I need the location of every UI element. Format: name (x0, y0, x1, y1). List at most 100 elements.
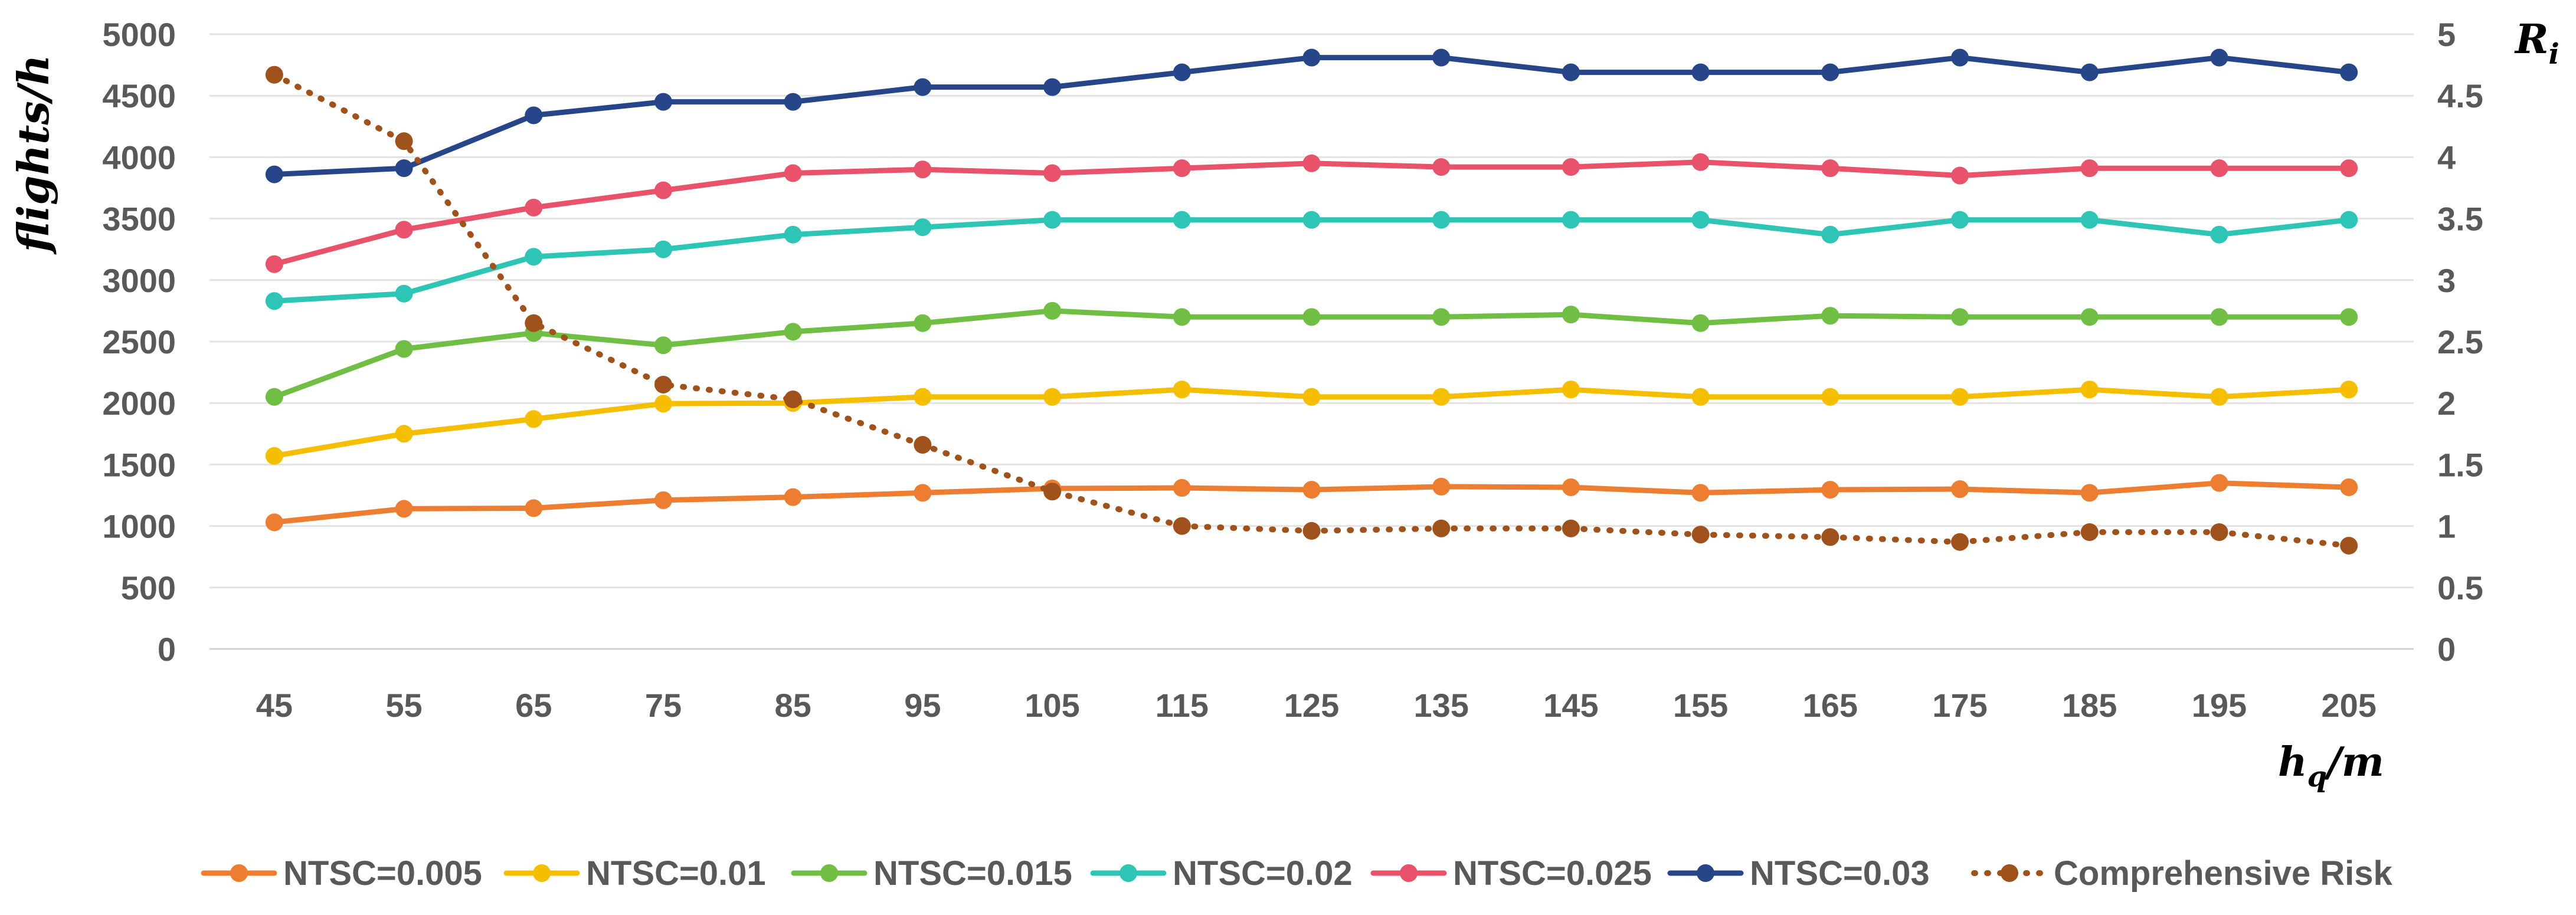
data-point (784, 93, 802, 111)
data-point (1951, 48, 1969, 67)
x-tick-label: 155 (1673, 687, 1728, 724)
y-tick-label: 3500 (102, 201, 176, 238)
y-tick-label: 500 (121, 569, 176, 606)
series-lines (265, 48, 2358, 555)
data-point (2340, 308, 2358, 326)
data-point (2210, 159, 2228, 178)
data-point (1562, 158, 1580, 176)
legend-swatch-marker (820, 864, 838, 882)
data-point (914, 484, 932, 502)
data-point (1951, 211, 1969, 229)
data-point (1691, 211, 1710, 229)
x-tick-label: 75 (645, 687, 682, 724)
data-point (784, 488, 802, 506)
data-point (1951, 388, 1969, 406)
legend-swatch-marker (1120, 864, 1137, 882)
y-tick-label: 5000 (102, 16, 176, 53)
legend-label: NTSC=0.005 (283, 854, 482, 893)
data-point (1951, 533, 1969, 551)
data-point (2340, 381, 2358, 399)
data-point (1173, 308, 1191, 326)
data-point (265, 255, 283, 273)
data-point (1691, 526, 1710, 544)
data-point (914, 436, 932, 454)
data-point (1043, 211, 1062, 229)
y2-axis-title: Ri (2514, 16, 2559, 71)
data-point (395, 159, 413, 178)
y2-tick-label: 4 (2437, 139, 2456, 176)
data-point (2080, 308, 2099, 326)
data-point (1562, 306, 1580, 324)
data-point (1173, 63, 1191, 81)
y-tick-label: 2500 (102, 323, 176, 360)
y-axis-title: flights/h (8, 55, 58, 255)
data-point (1302, 211, 1321, 229)
x-tick-label: 195 (2192, 687, 2247, 724)
legend-swatch-marker (2001, 864, 2018, 882)
data-point (1691, 314, 1710, 332)
data-point (1562, 381, 1580, 399)
data-point (2210, 48, 2228, 67)
data-point (2210, 225, 2228, 244)
data-point (2210, 308, 2228, 326)
x-tick-label: 65 (515, 687, 552, 724)
data-point (1043, 301, 1062, 320)
x-tick-label: 55 (385, 687, 422, 724)
data-point (1432, 519, 1451, 537)
x-tick-label: 45 (256, 687, 293, 724)
y2-tick-label: 3.5 (2437, 201, 2483, 238)
data-point (2340, 63, 2358, 81)
legend-label: NTSC=0.03 (1750, 854, 1930, 893)
data-point (2080, 484, 2099, 502)
data-point (1302, 388, 1321, 406)
data-point (2080, 159, 2099, 178)
data-point (1562, 211, 1580, 229)
data-point (1043, 483, 1062, 501)
legend: NTSC=0.005 NTSC=0.01 NTSC=0.015 NTSC=0.02 NT… (201, 854, 2393, 893)
data-point (1562, 478, 1580, 496)
legend-label: NTSC=0.02 (1173, 854, 1353, 893)
x-axis-title: hq/m (2278, 739, 2384, 793)
x-tick-label: 145 (1543, 687, 1598, 724)
y2-tick-label: 0 (2437, 631, 2456, 668)
data-point (1043, 78, 1062, 96)
gridlines (210, 33, 2414, 650)
y2-tick-label: 1.5 (2437, 446, 2483, 483)
data-point (525, 314, 543, 332)
data-point (2340, 478, 2358, 496)
data-point (2080, 523, 2099, 542)
legend-label: NTSC=0.015 (873, 854, 1072, 893)
data-point (265, 165, 283, 183)
data-point (1173, 517, 1191, 535)
data-point (1691, 388, 1710, 406)
data-point (265, 65, 283, 84)
data-point (784, 164, 802, 182)
data-point (914, 314, 932, 332)
data-point (395, 425, 413, 443)
data-point (2340, 159, 2358, 178)
data-point (784, 323, 802, 341)
data-point (1302, 48, 1321, 67)
data-point (265, 513, 283, 532)
data-point (2340, 536, 2358, 555)
x-tick-label: 135 (1413, 687, 1468, 724)
y-tick-label: 4000 (102, 139, 176, 176)
legend-label: NTSC=0.01 (586, 854, 766, 893)
legend-swatch-marker (1400, 864, 1418, 882)
data-point (914, 160, 932, 179)
data-point (784, 225, 802, 244)
data-point (1302, 154, 1321, 172)
y-tick-label: 1000 (102, 508, 176, 545)
y2-tick-label: 2.5 (2437, 323, 2483, 360)
legend-label: NTSC=0.025 (1453, 854, 1652, 893)
data-point (1302, 308, 1321, 326)
data-point (1432, 308, 1451, 326)
y2-tick-label: 1 (2437, 508, 2456, 545)
data-point (1432, 48, 1451, 67)
data-point (1562, 519, 1580, 537)
x-tick-label: 175 (1932, 687, 1987, 724)
data-point (1821, 63, 1839, 81)
data-point (1821, 307, 1839, 325)
legend-entry: NTSC=0.03 (1667, 854, 1930, 893)
